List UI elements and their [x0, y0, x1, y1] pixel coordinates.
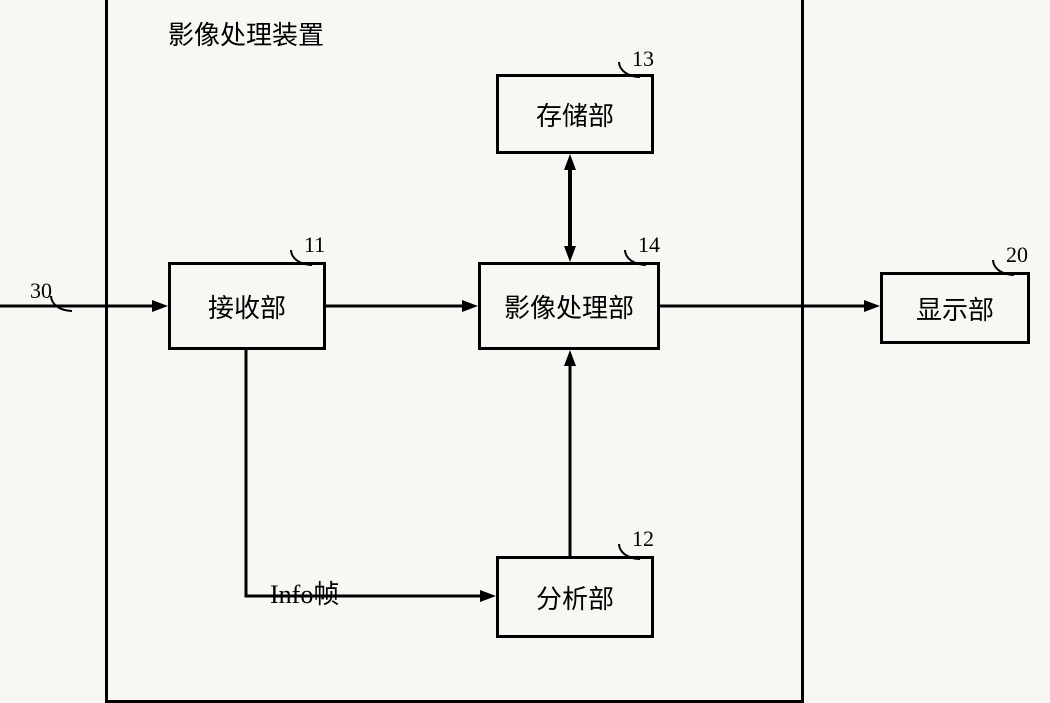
container-title: 影像处理装置	[168, 15, 324, 52]
storage-block: 存储部	[496, 74, 654, 154]
processor-block: 影像处理部	[478, 262, 660, 350]
container-box	[105, 0, 804, 703]
input-ref-arc	[50, 296, 72, 312]
processor-label: 影像处理部	[504, 288, 634, 325]
input-ref: 30	[30, 278, 52, 304]
analyzer-block: 分析部	[496, 556, 654, 638]
display-block: 显示部	[880, 272, 1030, 344]
storage-label: 存储部	[536, 96, 614, 133]
analyzer-label: 分析部	[536, 579, 614, 616]
receiver-block: 接收部	[168, 262, 326, 350]
display-label: 显示部	[916, 290, 994, 327]
receiver-label: 接收部	[208, 288, 286, 325]
info-frame-label: Info帧	[270, 574, 339, 611]
